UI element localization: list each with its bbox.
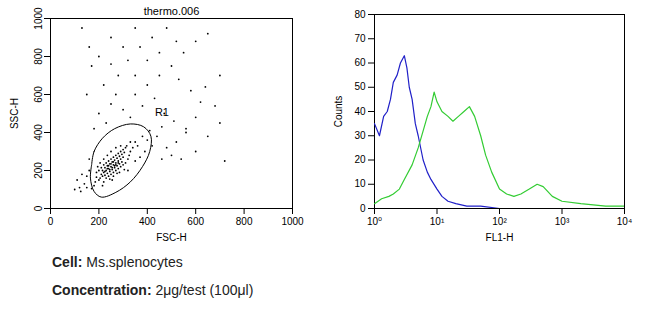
svg-text:60: 60 [354,57,366,68]
svg-text:R1: R1 [155,106,169,118]
svg-text:800: 800 [236,216,253,227]
svg-text:600: 600 [33,86,44,103]
html-text:Concentration: 2μg/test (100μl: Concentration: 2μg/test (100μl) [52,282,254,298]
svg-text:FSC-H: FSC-H [156,232,187,243]
svg-text:1000: 1000 [281,216,304,227]
svg-text:1000: 1000 [33,7,44,30]
svg-text:thermo.006: thermo.006 [144,5,200,17]
svg-text:30: 30 [354,130,366,141]
svg-text:10⁰: 10⁰ [367,216,382,227]
svg-text:10²: 10² [492,216,507,227]
svg-text:10¹: 10¹ [430,216,445,227]
svg-text:400: 400 [139,216,156,227]
svg-text:200: 200 [91,216,108,227]
svg-text:10³: 10³ [555,216,570,227]
svg-text:600: 600 [187,216,204,227]
html-text:Cell: Ms.splenocytes: Cell: Ms.splenocytes [52,254,183,270]
svg-text:20: 20 [354,154,366,165]
svg-text:0: 0 [360,203,366,214]
svg-text:200: 200 [33,162,44,179]
svg-text:800: 800 [33,48,44,65]
svg-text:0: 0 [48,216,54,227]
svg-text:FL1-H: FL1-H [486,232,514,243]
svg-text:40: 40 [354,106,366,117]
svg-text:10⁴: 10⁴ [617,216,632,227]
svg-text:Counts: Counts [333,96,344,128]
svg-text:50: 50 [354,81,366,92]
svg-text:80: 80 [354,9,366,20]
svg-text:70: 70 [354,33,366,44]
svg-text:SSC-H: SSC-H [9,98,20,129]
svg-text:10: 10 [354,178,366,189]
svg-text:400: 400 [33,124,44,141]
svg-text:0: 0 [33,205,44,211]
